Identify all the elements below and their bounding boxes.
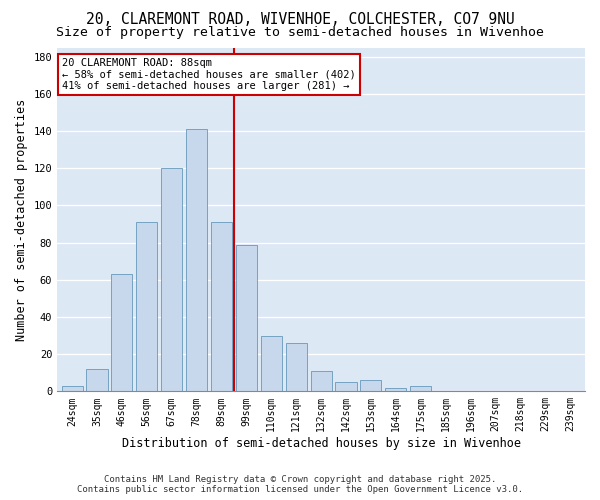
X-axis label: Distribution of semi-detached houses by size in Wivenhoe: Distribution of semi-detached houses by … <box>122 437 521 450</box>
Bar <box>62 386 83 392</box>
Y-axis label: Number of semi-detached properties: Number of semi-detached properties <box>15 98 28 340</box>
Bar <box>360 380 382 392</box>
Text: Size of property relative to semi-detached houses in Wivenhoe: Size of property relative to semi-detach… <box>56 26 544 39</box>
Text: Contains HM Land Registry data © Crown copyright and database right 2025.
Contai: Contains HM Land Registry data © Crown c… <box>77 474 523 494</box>
Bar <box>211 222 232 392</box>
Bar <box>86 369 107 392</box>
Bar <box>161 168 182 392</box>
Bar <box>186 130 207 392</box>
Bar <box>136 222 157 392</box>
Bar <box>112 274 133 392</box>
Bar <box>385 388 406 392</box>
Bar <box>286 343 307 392</box>
Text: 20 CLAREMONT ROAD: 88sqm
← 58% of semi-detached houses are smaller (402)
41% of : 20 CLAREMONT ROAD: 88sqm ← 58% of semi-d… <box>62 58 356 91</box>
Text: 20, CLAREMONT ROAD, WIVENHOE, COLCHESTER, CO7 9NU: 20, CLAREMONT ROAD, WIVENHOE, COLCHESTER… <box>86 12 514 28</box>
Bar <box>410 386 431 392</box>
Bar <box>335 382 356 392</box>
Bar <box>261 336 282 392</box>
Bar <box>236 244 257 392</box>
Bar <box>311 371 332 392</box>
